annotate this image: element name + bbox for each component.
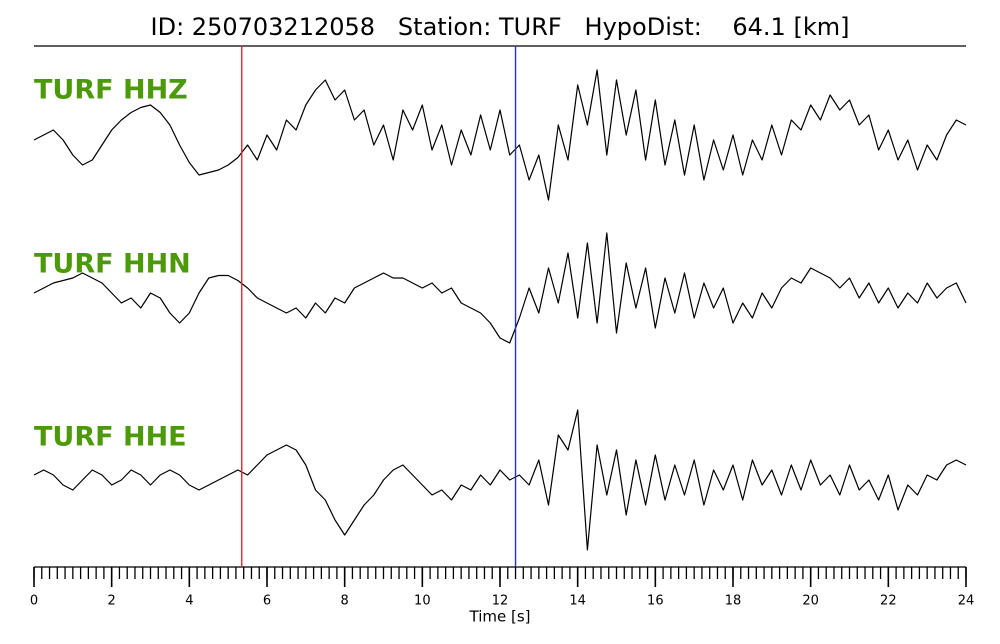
- x-tick-label: 8: [341, 594, 349, 609]
- x-tick-label: 10: [414, 594, 431, 609]
- x-tick-label: 6: [263, 594, 271, 609]
- chart-title: ID: 250703212058 Station: TURF HypoDist:…: [151, 13, 850, 41]
- x-tick-label: 24: [958, 594, 975, 609]
- x-axis-label: Time [s]: [469, 608, 531, 626]
- x-tick-label: 20: [802, 594, 819, 609]
- trace-label: TURF HHZ: [34, 75, 188, 106]
- trace: [33, 69, 967, 201]
- x-tick-label: 14: [569, 594, 586, 609]
- x-tick-label: 12: [492, 594, 509, 609]
- trace: [33, 409, 967, 551]
- trace-label: TURF HHN: [34, 249, 191, 280]
- x-tick-label: 4: [185, 594, 193, 609]
- x-tick-label: 2: [108, 594, 116, 609]
- x-tick-label: 16: [647, 594, 664, 609]
- trace: [33, 232, 967, 344]
- trace-label: TURF HHE: [34, 422, 187, 453]
- x-tick-label: 18: [725, 594, 742, 609]
- x-tick-label: 22: [880, 594, 897, 609]
- x-tick-label: 0: [30, 594, 38, 609]
